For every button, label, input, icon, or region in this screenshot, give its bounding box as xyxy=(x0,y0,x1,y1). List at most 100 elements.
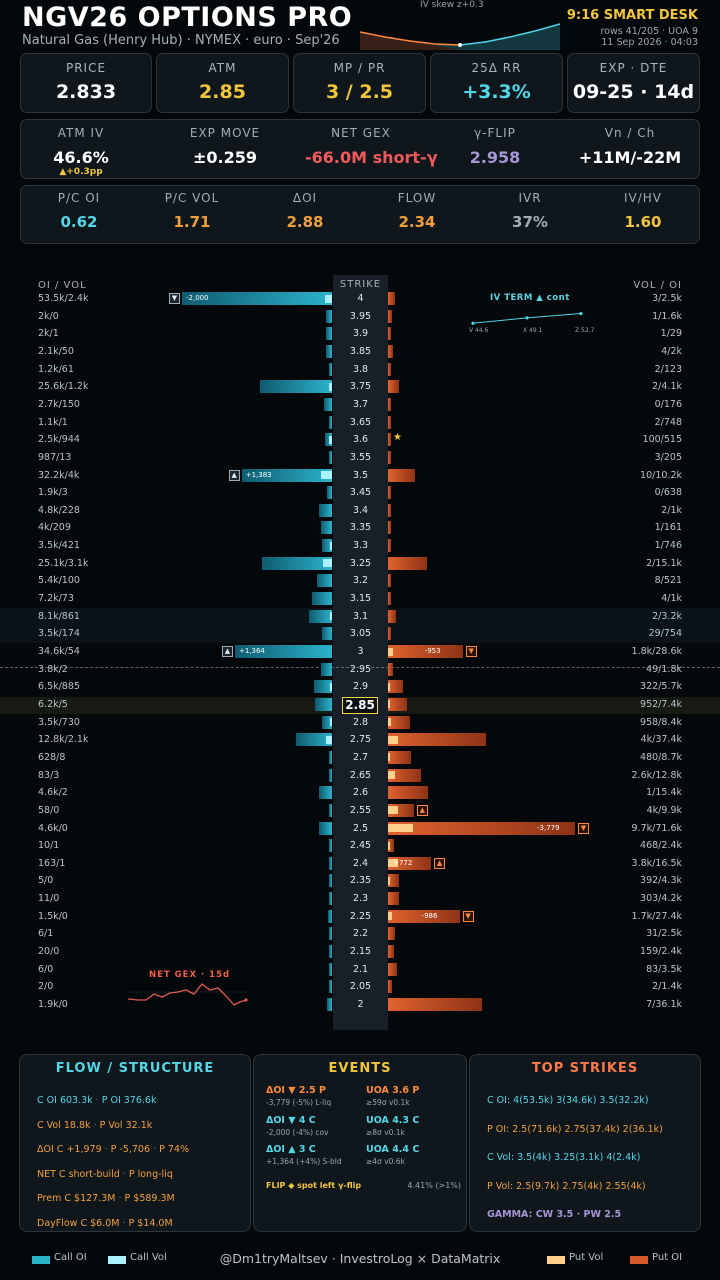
put-oi-bar xyxy=(388,397,391,411)
put-oi-legend: Put OI xyxy=(652,1252,683,1263)
call-oi-bar xyxy=(241,468,332,482)
put-oi-bar xyxy=(388,662,393,676)
put-vol-bar xyxy=(388,806,399,815)
event-title: UOA 4.3 C xyxy=(366,1114,420,1126)
event-detail: -2,000 (-4%) cov xyxy=(266,1127,329,1137)
iv-skew-label: IV skew z+0.3 xyxy=(420,0,484,10)
call-oi-swatch xyxy=(32,1256,50,1264)
flip-event-value: 4.41% (>1%) xyxy=(407,1181,461,1190)
kpi-label: P/C OI xyxy=(57,191,101,205)
kpi-iv-hv: IV/HV 1.60 xyxy=(587,191,699,231)
put-vol-bar xyxy=(388,859,398,868)
kpi-pc-vol: P/C VOL 1.71 xyxy=(136,191,248,231)
kpi-label: γ-FLIP xyxy=(474,126,516,140)
call-oi-vol: 5.4k/100 xyxy=(38,575,80,587)
put-oi-bar xyxy=(388,539,391,553)
strike-price: 2.35 xyxy=(349,875,372,887)
call-oi-bar xyxy=(324,433,332,447)
kpi-atm-iv: ATM IV 46.6% ▲+0.3pp xyxy=(25,126,137,177)
strike-price: 2.45 xyxy=(349,840,372,852)
call-oi-bar xyxy=(329,892,332,906)
kpi-value: 1.71 xyxy=(173,213,211,231)
call-oi-vol: 163/1 xyxy=(38,857,66,869)
app-title: NGV26 OPTIONS PRO xyxy=(22,2,353,33)
put-vol-oi: 0/176 xyxy=(654,398,682,410)
call-oi-vol-header: OI / VOL xyxy=(38,280,87,291)
kpi-delta-oi: ΔOI 2.88 xyxy=(249,191,361,231)
put-vol-bar xyxy=(388,718,391,727)
put-vol-bar xyxy=(388,912,393,921)
strike-price: 4 xyxy=(357,293,364,304)
call-oi-bar xyxy=(329,945,332,959)
kpi-value: -66.0M short-γ xyxy=(305,148,438,167)
ladder-row: 987/13 3/205 3.55 xyxy=(0,449,720,467)
kpi-label: P/C VOL xyxy=(164,191,220,205)
event-title: ΔOI ▼ 2.5 P xyxy=(266,1085,326,1096)
call-vol-swatch xyxy=(108,1256,126,1264)
call-oi-bar xyxy=(329,856,332,870)
event-title: UOA 3.6 P xyxy=(366,1085,420,1096)
call-oi-bar xyxy=(319,821,332,835)
event-title: ΔOI ▲ 3 C xyxy=(266,1144,316,1155)
call-oi-vol: 6.5k/885 xyxy=(38,681,80,693)
call-oi-bar xyxy=(318,503,332,517)
ladder-row: 3.5k/421 1/746 3.3 xyxy=(0,537,720,555)
iv-term-point xyxy=(471,321,475,325)
call-oi-change-flag: ▲ xyxy=(228,469,240,481)
put-oi-bar xyxy=(388,945,395,959)
iv-term-label-v: V 44.6 xyxy=(469,327,489,334)
put-vol-oi: 1/15.4k xyxy=(646,787,682,799)
kpi-sub: ▲+0.3pp xyxy=(59,167,103,177)
put-oi-bar xyxy=(388,362,391,376)
call-oi-vol: 11/0 xyxy=(38,893,60,905)
put-oi-bar xyxy=(388,856,432,870)
kpi-value: 09-25 · 14d xyxy=(572,81,695,103)
put-oi-change-flag: ▲ xyxy=(416,804,428,816)
call-oi-bar xyxy=(329,803,332,817)
put-oi-bar xyxy=(388,715,410,729)
strike-price: 3.5 xyxy=(352,469,369,481)
call-oi-bar xyxy=(329,839,332,853)
call-oi-bar xyxy=(329,874,332,888)
call-oi-bar xyxy=(326,344,332,358)
strike-price: 3.7 xyxy=(352,398,369,410)
put-vol-oi: 3/2.5k xyxy=(652,293,682,304)
call-oi-change-flag: ▲ xyxy=(221,646,233,657)
call-oi-bar xyxy=(322,539,332,553)
kpi-label: PRICE xyxy=(65,61,107,75)
ladder-row: 2.1k/50 4/2k 3.85 xyxy=(0,343,720,361)
call-oi-bar xyxy=(329,450,332,464)
flow-put-value: P long-liq xyxy=(128,1168,173,1180)
call-oi-vol: 34.6k/54 xyxy=(38,646,80,657)
flow-extra-value: P 74% xyxy=(159,1144,189,1155)
call-oi-bar xyxy=(328,415,332,429)
event-detail: -3,779 (-5%) L-liq xyxy=(266,1098,332,1107)
event-detail: ≥59σ v0.1k xyxy=(366,1098,410,1107)
kpi-label: ATM IV xyxy=(57,126,105,140)
flow-put-value: P OI 376.6k xyxy=(101,1095,157,1106)
flow-call-value: NET C short-build xyxy=(37,1168,120,1180)
ladder-row: 2.7k/150 0/176 3.7 xyxy=(0,396,720,414)
net-gex-sparkline xyxy=(128,983,248,1006)
ladder-row: 25.1k/3.1k 2/15.1k 3.25 xyxy=(0,555,720,573)
call-vol-bar xyxy=(329,682,332,691)
put-vol-bar xyxy=(388,876,390,885)
separator: · xyxy=(101,1144,111,1155)
put-oi-bar xyxy=(388,380,399,394)
put-vol-oi: 0/638 xyxy=(654,487,682,499)
put-vol-oi: 392/4.3k xyxy=(640,875,682,887)
kpi-atm: ATM 2.85 xyxy=(156,53,289,113)
events-panel: EVENTS ΔOI ▼ 2.5 P -3,779 (-5%) L-liq ΔOI … xyxy=(253,1054,467,1232)
put-vol-bar xyxy=(388,647,393,656)
flow-call-value: C OI 603.3k xyxy=(37,1095,93,1106)
ladder-row: 12.8k/2.1k 4k/37.4k 2.75 xyxy=(0,731,720,749)
put-vol-oi: 1/746 xyxy=(654,540,682,552)
put-oi-change-label: -953 xyxy=(424,647,441,655)
call-oi-vol: 2.1k/50 xyxy=(38,345,74,357)
put-vol-legend: Put Vol xyxy=(569,1252,604,1263)
call-oi-vol: 8.1k/861 xyxy=(38,610,80,622)
put-oi-change-flag: ▼ xyxy=(578,822,589,834)
put-vol-oi: 100/515 xyxy=(642,434,682,446)
strike-price: 2.6 xyxy=(352,787,369,799)
event-item: ΔOI ▼ 4 C -2,000 (-4%) cov xyxy=(266,1115,329,1137)
